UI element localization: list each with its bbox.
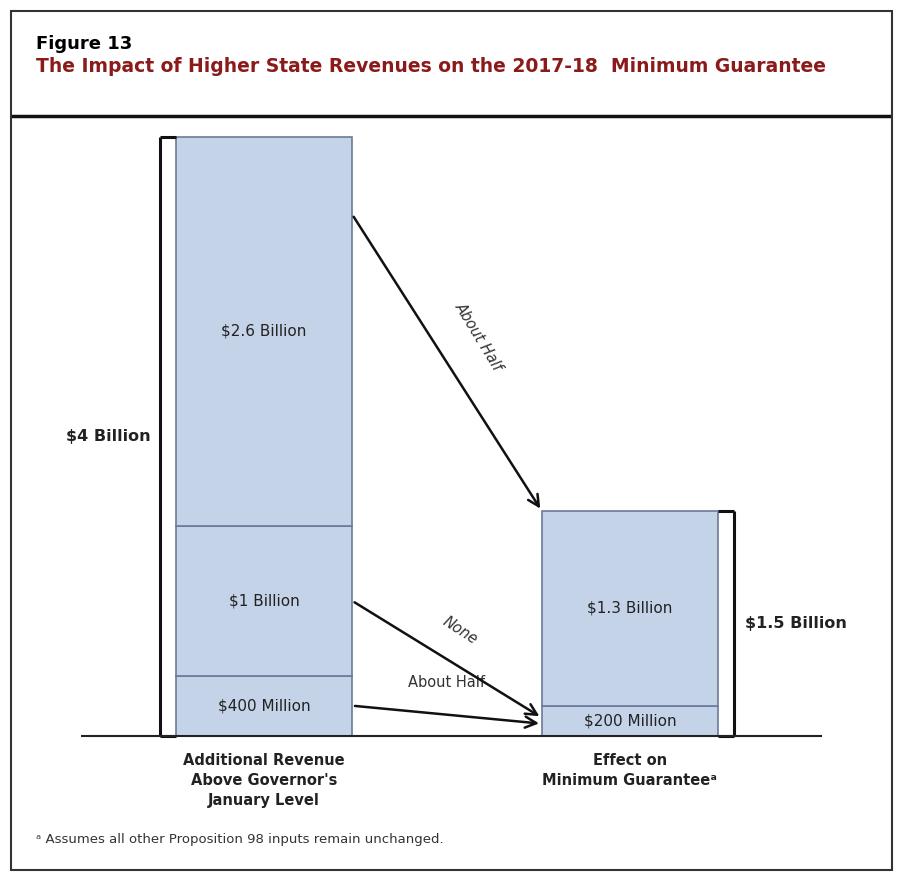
Bar bbox=[176, 526, 352, 676]
Text: ᵃ Assumes all other Proposition 98 inputs remain unchanged.: ᵃ Assumes all other Proposition 98 input… bbox=[36, 833, 443, 846]
Text: $1.5 Billion: $1.5 Billion bbox=[744, 616, 846, 631]
Text: About Half: About Half bbox=[452, 300, 504, 374]
Bar bbox=[176, 676, 352, 736]
Text: None: None bbox=[439, 614, 480, 648]
Bar bbox=[541, 511, 717, 706]
Text: $200 Million: $200 Million bbox=[583, 714, 676, 729]
Bar bbox=[176, 137, 352, 526]
Text: $1 Billion: $1 Billion bbox=[228, 593, 299, 609]
Text: $1.3 Billion: $1.3 Billion bbox=[586, 601, 672, 616]
Text: $4 Billion: $4 Billion bbox=[66, 428, 151, 444]
Text: The Impact of Higher State Revenues on the 2017-18  Minimum Guarantee: The Impact of Higher State Revenues on t… bbox=[36, 57, 825, 77]
Text: Figure 13: Figure 13 bbox=[36, 35, 133, 53]
Text: $400 Million: $400 Million bbox=[217, 698, 310, 714]
Text: $2.6 Billion: $2.6 Billion bbox=[221, 323, 307, 339]
Bar bbox=[541, 706, 717, 736]
Text: Additional Revenue
Above Governor's
January Level: Additional Revenue Above Governor's Janu… bbox=[183, 753, 345, 808]
Text: Effect on
Minimum Guaranteeᵃ: Effect on Minimum Guaranteeᵃ bbox=[542, 753, 716, 788]
Text: About Half: About Half bbox=[408, 675, 485, 690]
